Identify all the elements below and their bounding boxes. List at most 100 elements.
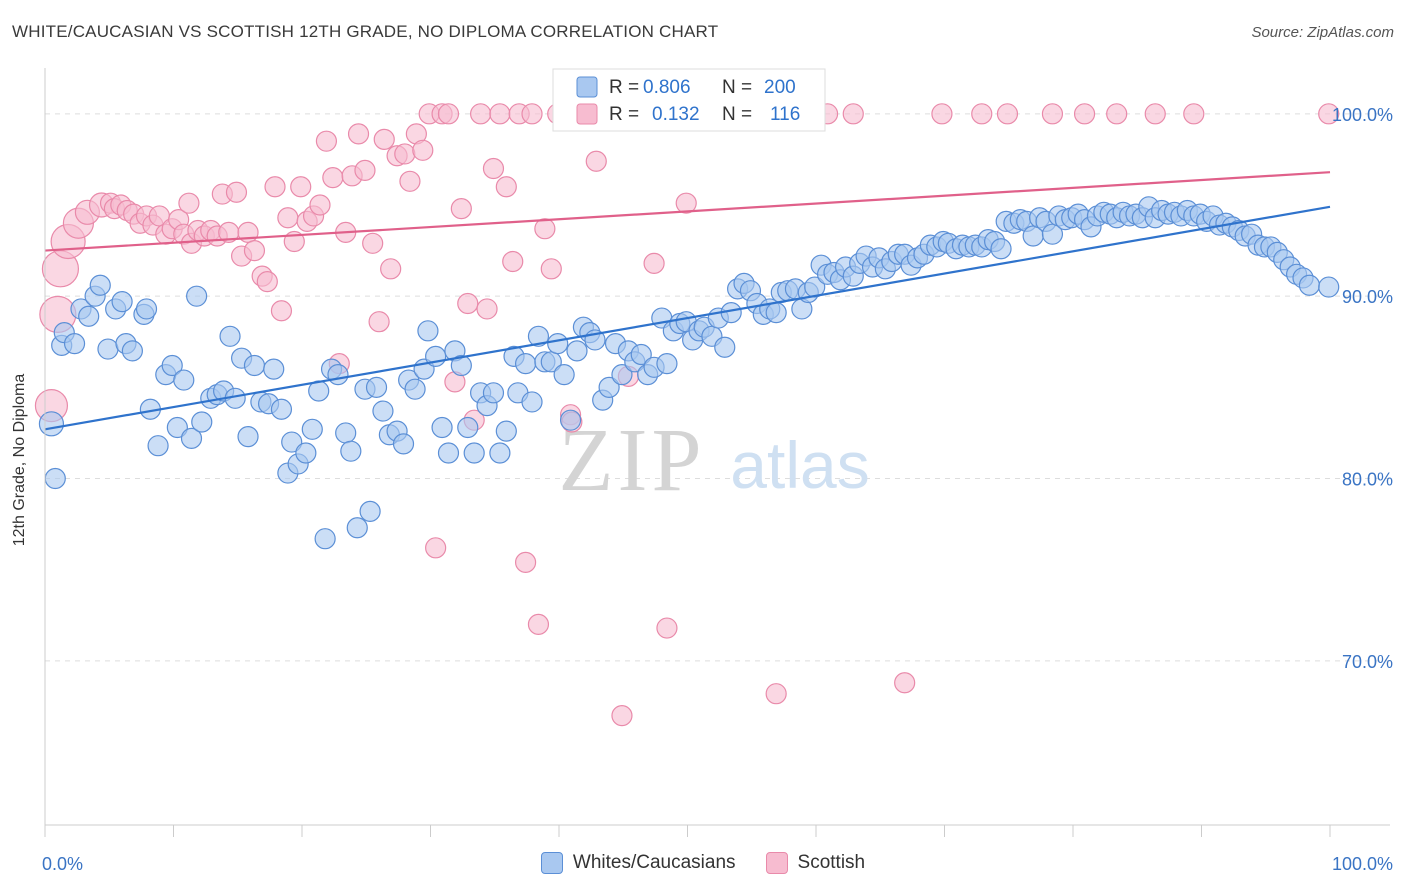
legend-swatch-whites bbox=[540, 852, 563, 874]
scottish-point bbox=[457, 292, 479, 315]
trend-line-scottish bbox=[44, 171, 1331, 252]
scottish-point bbox=[450, 198, 472, 220]
scottish-point bbox=[373, 128, 395, 150]
legend-n-label-2: N = bbox=[722, 104, 752, 125]
white-point bbox=[327, 363, 349, 386]
axis-layer: 70.0% 80.0% 90.0% 100.0% 0.0% 100.0% bbox=[42, 68, 1393, 874]
white-point bbox=[237, 425, 259, 448]
white-point bbox=[44, 467, 66, 490]
white-point bbox=[219, 325, 241, 347]
legend-item-whites[interactable]: Whites/Caucasians bbox=[540, 852, 736, 874]
chart-title: WHITE/CAUCASIAN VS SCOTTISH 12TH GRADE, … bbox=[12, 22, 719, 41]
watermark: ZIP atlas bbox=[559, 411, 870, 510]
scottish-point bbox=[1041, 103, 1064, 125]
scottish-point bbox=[675, 192, 697, 214]
scottish-point bbox=[309, 194, 331, 216]
source-credit: Source: ZipAtlas.com bbox=[1251, 24, 1394, 41]
legend-label-whites: Whites/Caucasians bbox=[572, 852, 736, 873]
white-point bbox=[463, 442, 485, 464]
white-point bbox=[404, 378, 426, 400]
white-point bbox=[135, 298, 158, 320]
white-point bbox=[111, 291, 133, 313]
x-tick-label-max: 100.0% bbox=[1332, 854, 1393, 874]
white-point bbox=[359, 500, 381, 522]
white-point bbox=[566, 340, 588, 362]
scottish-point bbox=[178, 192, 200, 214]
scottish-point bbox=[611, 704, 633, 727]
white-point bbox=[559, 409, 582, 431]
legend-n-label-1: N = bbox=[722, 77, 752, 98]
white-point bbox=[417, 320, 439, 342]
legend-swatch-blue bbox=[576, 76, 598, 98]
white-point bbox=[295, 442, 317, 464]
white-point bbox=[301, 418, 323, 440]
scottish-point bbox=[315, 130, 338, 152]
scottish-point bbox=[514, 551, 537, 574]
scottish-point bbox=[264, 176, 286, 198]
white-point bbox=[335, 422, 357, 444]
scottish-point bbox=[931, 103, 953, 125]
white-point bbox=[121, 340, 143, 362]
white-point bbox=[437, 442, 460, 464]
scottish-point bbox=[585, 150, 607, 172]
white-point bbox=[191, 411, 213, 433]
white-point bbox=[372, 400, 394, 422]
white-point bbox=[489, 442, 511, 464]
white-point bbox=[392, 433, 415, 455]
scottish-point bbox=[399, 170, 421, 192]
white-point bbox=[270, 398, 293, 420]
y-tick-label: 100.0% bbox=[1332, 105, 1393, 125]
white-point bbox=[281, 431, 303, 453]
white-point bbox=[263, 358, 285, 380]
white-point bbox=[990, 238, 1012, 260]
white-point bbox=[765, 301, 787, 324]
white-point bbox=[714, 336, 736, 358]
white-point bbox=[630, 343, 652, 366]
scottish-point bbox=[656, 617, 678, 639]
scottish-point bbox=[368, 311, 390, 333]
scottish-point bbox=[322, 167, 344, 189]
x-tick-label-min: 0.0% bbox=[42, 854, 83, 874]
scottish-point bbox=[476, 298, 498, 320]
grid-layer bbox=[45, 113, 1390, 662]
scottish-point bbox=[502, 250, 524, 273]
scottish-point bbox=[495, 176, 517, 198]
white-point bbox=[78, 305, 100, 327]
white-point bbox=[611, 363, 633, 386]
legend-label-scottish: Scottish bbox=[797, 852, 866, 873]
legend-r-value-2: 0.132 bbox=[652, 104, 700, 125]
scottish-point bbox=[256, 270, 278, 293]
scottish-point bbox=[971, 103, 993, 125]
legend-item-scottish[interactable]: Scottish bbox=[765, 852, 866, 874]
scottish-point bbox=[470, 103, 492, 125]
white-point bbox=[553, 363, 575, 386]
white-point bbox=[1318, 276, 1340, 298]
scottish-point bbox=[1183, 103, 1205, 125]
scottish-point bbox=[534, 218, 556, 240]
legend-bottom: Whites/Caucasians Scottish bbox=[0, 852, 1406, 874]
legend-r-value-1: 0.806 bbox=[643, 77, 691, 98]
white-point bbox=[243, 354, 266, 377]
scottish-point bbox=[362, 232, 384, 254]
white-point bbox=[495, 420, 517, 442]
white-point bbox=[97, 338, 119, 360]
white-point bbox=[450, 354, 472, 377]
scottish-point bbox=[354, 159, 376, 181]
white-point bbox=[166, 416, 188, 439]
legend-swatch-scottish bbox=[765, 852, 788, 874]
white-point bbox=[89, 274, 111, 296]
white-point bbox=[147, 435, 169, 457]
scottish-point bbox=[521, 103, 543, 125]
legend-swatch-pink bbox=[576, 103, 598, 125]
white-point bbox=[365, 376, 388, 398]
white-point bbox=[340, 440, 362, 462]
scottish-point bbox=[643, 252, 665, 274]
white-point bbox=[180, 427, 203, 450]
watermark-zip: ZIP bbox=[559, 411, 706, 510]
white-point bbox=[656, 353, 678, 375]
y-tick-label: 80.0% bbox=[1342, 470, 1393, 490]
scottish-point bbox=[290, 176, 312, 198]
scottish-point bbox=[225, 181, 248, 203]
white-point bbox=[314, 528, 336, 550]
